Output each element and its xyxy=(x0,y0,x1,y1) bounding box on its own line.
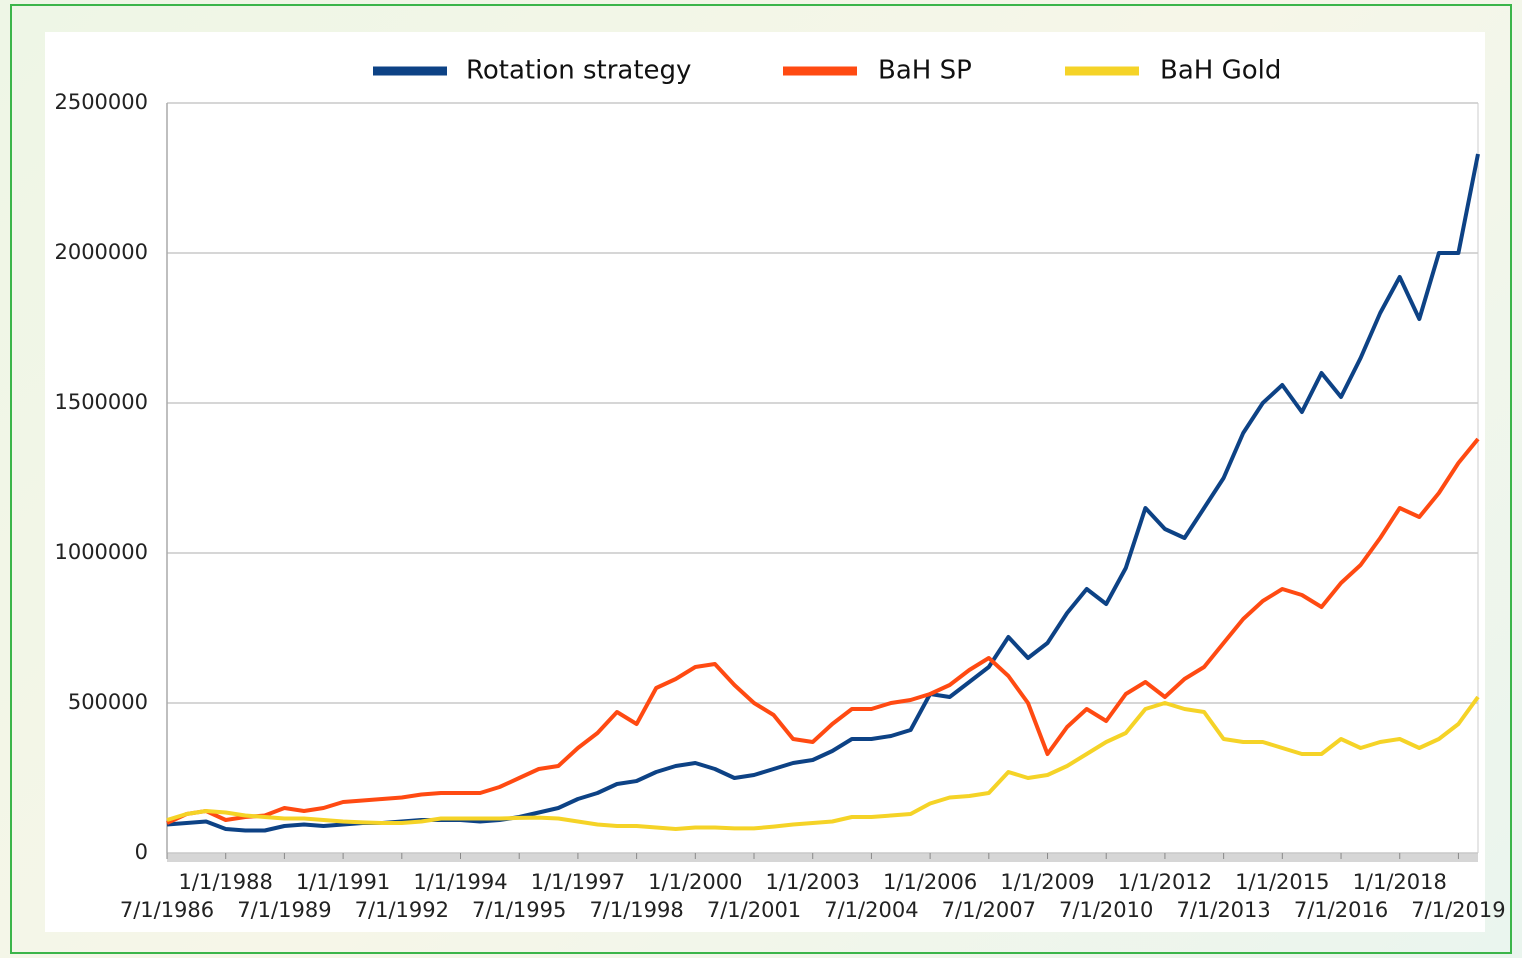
x-tick-label: 7/1/1989 xyxy=(237,898,331,922)
x-tick-label: 1/1/1994 xyxy=(413,870,507,894)
y-tick-label: 1000000 xyxy=(54,540,148,564)
x-tick-label: 1/1/1997 xyxy=(531,870,625,894)
x-tick-label: 7/1/2010 xyxy=(1059,898,1153,922)
x-tick-label: 1/1/2015 xyxy=(1235,870,1329,894)
x-tick-label: 1/1/2000 xyxy=(648,870,742,894)
x-tick-label: 1/1/2006 xyxy=(883,870,977,894)
y-tick-label: 0 xyxy=(135,840,148,864)
chart-panel xyxy=(45,32,1485,932)
y-tick-label: 1500000 xyxy=(54,390,148,414)
legend-label: BaH Gold xyxy=(1160,56,1281,86)
x-tick-label: 7/1/1998 xyxy=(589,898,683,922)
x-tick-label: 1/1/2012 xyxy=(1118,870,1212,894)
y-tick-label: 2500000 xyxy=(54,90,148,114)
x-tick-label: 7/1/1995 xyxy=(472,898,566,922)
frame xyxy=(10,4,1512,954)
x-tick-label: 1/1/2018 xyxy=(1353,870,1447,894)
y-tick-label: 500000 xyxy=(68,690,148,714)
x-tick-label: 1/1/2009 xyxy=(1000,870,1094,894)
x-tick-label: 1/1/1991 xyxy=(296,870,390,894)
x-tick-label: 7/1/1986 xyxy=(120,898,214,922)
legend-label: Rotation strategy xyxy=(466,56,691,86)
x-axis-band xyxy=(167,853,1478,862)
legend-label: BaH SP xyxy=(878,56,972,86)
y-tick-label: 2000000 xyxy=(54,240,148,264)
x-tick-label: 7/1/2001 xyxy=(707,898,801,922)
series-line xyxy=(166,695,1480,831)
x-tick-label: 7/1/1992 xyxy=(355,898,449,922)
x-tick-label: 7/1/2004 xyxy=(824,898,918,922)
x-tick-label: 7/1/2007 xyxy=(942,898,1036,922)
x-tick-label: 7/1/2019 xyxy=(1411,898,1505,922)
x-tick-label: 1/1/2003 xyxy=(766,870,860,894)
x-tick-label: 7/1/2013 xyxy=(1176,898,1270,922)
x-tick-label: 7/1/2016 xyxy=(1294,898,1388,922)
series-line xyxy=(166,437,1480,825)
x-tick-label: 1/1/1988 xyxy=(179,870,273,894)
